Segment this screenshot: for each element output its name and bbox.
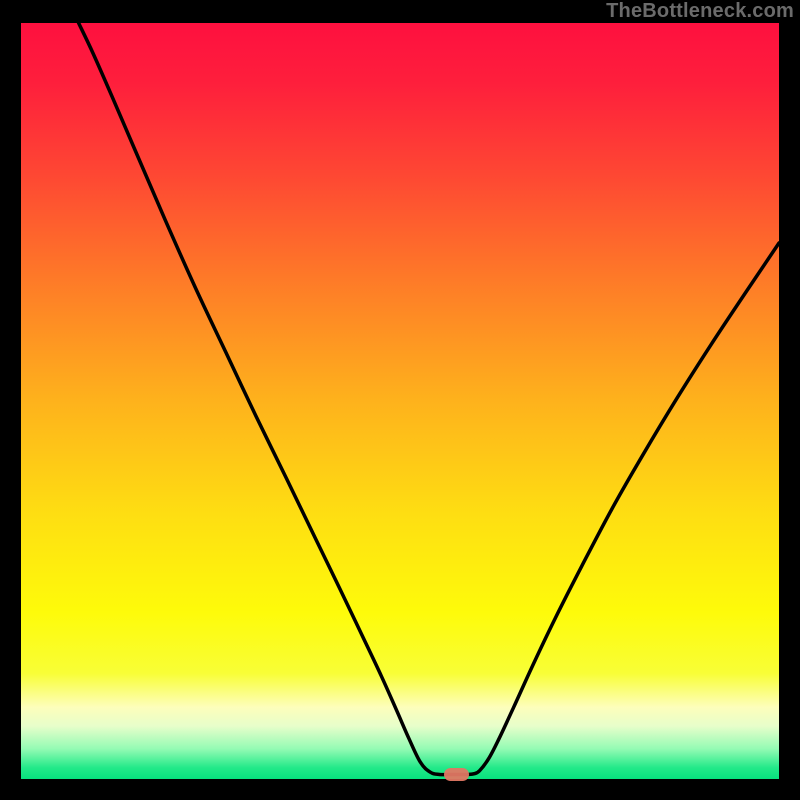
watermark-text: TheBottleneck.com [606, 0, 800, 23]
plot-area [21, 23, 779, 779]
chart-container: TheBottleneck.com [0, 0, 800, 800]
selection-marker [444, 768, 469, 781]
